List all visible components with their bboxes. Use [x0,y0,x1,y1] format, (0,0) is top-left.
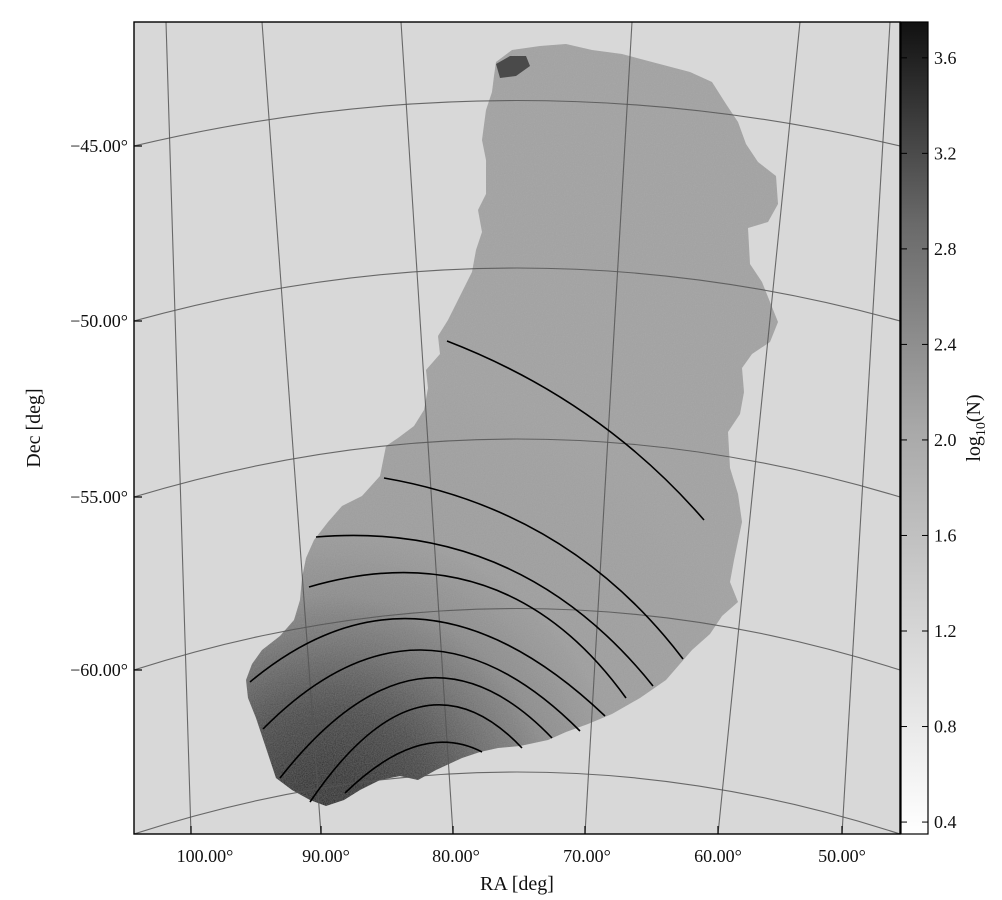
colorbar-tick-label: 3.2 [934,143,957,163]
colorbar-tick-label: 2.0 [934,430,957,450]
colorbar-tick-label: 1.6 [934,525,957,545]
colorbar-tick-label: 2.8 [934,239,957,259]
y-tick-label: −45.00° [70,136,128,156]
ra-gridline [717,22,801,834]
dec-gridline [134,608,900,671]
ra-gridline [165,22,192,834]
y-tick-label: −55.00° [70,487,128,507]
colorbar-ticks: 0.4 0.8 1.2 1.6 2.0 2.4 2.8 3.2 3.6 [901,48,957,832]
dec-gridline [134,99,900,147]
density-contour [262,649,581,732]
density-contour [309,704,523,803]
density-contour [249,617,606,717]
dense-patch [496,56,530,78]
y-ticks [134,145,142,671]
density-contour [344,741,483,794]
x-tick-label: 90.00° [302,846,350,866]
colorbar-tick-label: 0.8 [934,717,957,737]
x-tick-label: 100.00° [177,846,234,866]
y-tick-label: −50.00° [70,311,128,331]
dec-gridline [134,438,900,498]
density-contour [383,477,684,660]
ra-gridline [841,22,891,834]
colorbar-tick-label: 1.2 [934,621,957,641]
x-tick-label: 80.00° [432,846,480,866]
ra-gridline [261,22,322,834]
dec-gridline [134,771,900,834]
x-ticks [190,826,843,834]
colorbar [900,21,929,835]
y-axis-label: Dec [deg] [23,388,45,467]
colorbar-tick-label: 2.4 [934,334,957,354]
colorbar-label: log10(N) [963,394,989,461]
ra-gridline [584,22,633,834]
density-contour [446,340,705,521]
y-tick-label: −60.00° [70,660,128,680]
density-contour [315,534,654,687]
density-contour [308,571,627,699]
plot-frame [133,21,901,835]
x-tick-label: 60.00° [694,846,742,866]
density-contour [279,676,553,779]
x-tick-label: 70.00° [563,846,611,866]
colorbar-tick-label: 0.4 [934,812,957,832]
x-axis-label: RA [deg] [480,873,554,895]
dec-gridline [134,267,900,322]
colorbar-tick-label: 3.6 [934,48,957,68]
x-tick-label: 50.00° [818,846,866,866]
ra-gridline [400,22,454,834]
